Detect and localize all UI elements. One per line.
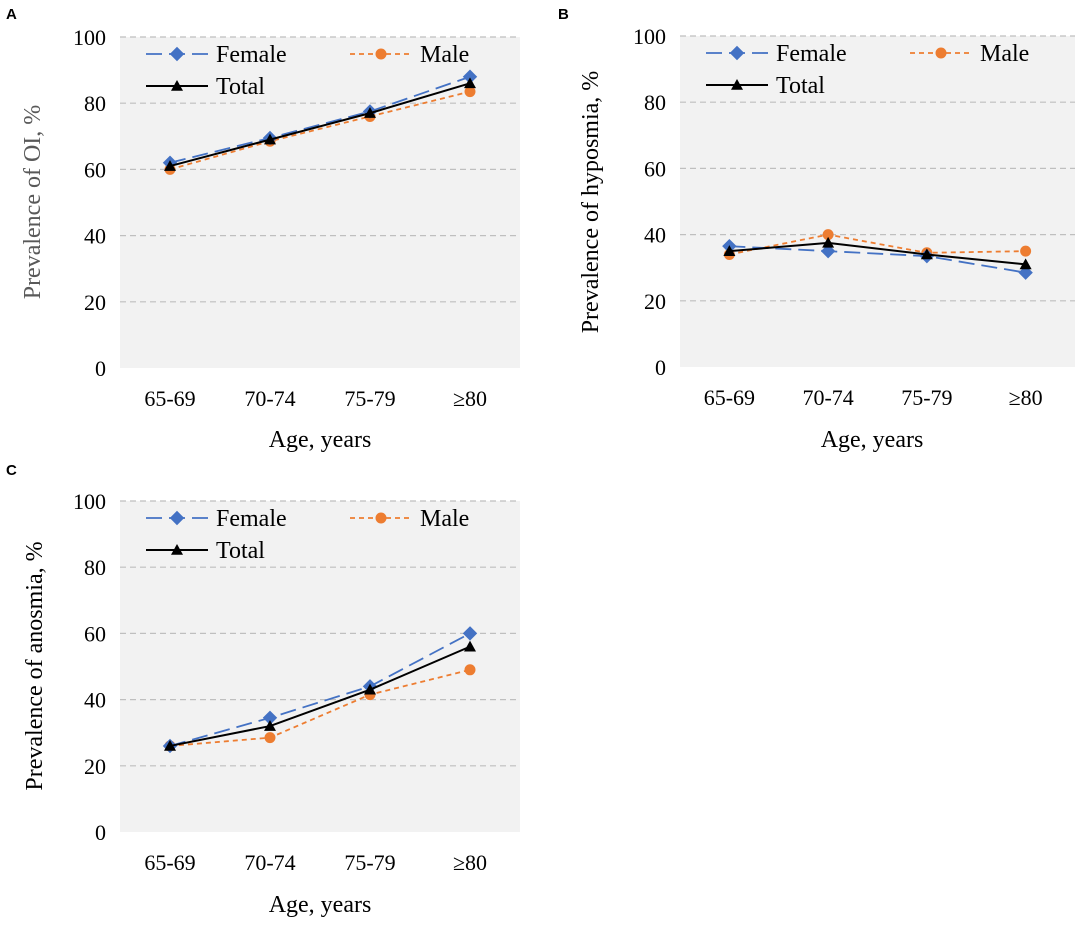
y-tick-label: 0 <box>655 355 666 380</box>
series-line-female <box>169 75 471 164</box>
plot-area <box>120 501 520 832</box>
legend-label-total: Total <box>776 73 825 99</box>
panel-label: B <box>558 6 569 23</box>
y-tick-label: 40 <box>84 688 106 713</box>
chart-a-svg: 0 20 40 60 80 100 65-69 70-74 75-79 ≥80 Female Male… <box>20 25 520 453</box>
data-point-total <box>264 720 276 731</box>
y-tick-label: 40 <box>84 224 106 249</box>
legend-marker-total <box>171 544 183 555</box>
legend-label-male: Male <box>980 41 1029 67</box>
x-tick-label: 75-79 <box>901 385 952 410</box>
data-point-total <box>164 160 176 171</box>
series-line-total <box>169 645 471 747</box>
x-tick-label: 75-79 <box>344 386 395 411</box>
series-line-female <box>729 245 1026 274</box>
data-point-male <box>464 664 476 676</box>
series-line-male <box>169 668 471 747</box>
y-axis-title: Prevalence of hyposmia, % <box>578 71 604 334</box>
series-line-male <box>169 90 471 171</box>
legend-label-total: Total <box>216 538 265 564</box>
x-axis-title: Age, years <box>821 427 924 453</box>
y-tick-label: 60 <box>84 157 106 182</box>
x-tick-label: 70-74 <box>244 386 295 411</box>
x-axis-title: Age, years <box>269 427 372 453</box>
legend-marker-female <box>169 510 185 526</box>
legend-marker-female <box>729 45 745 61</box>
plot-area <box>680 36 1075 367</box>
y-tick-label: 0 <box>95 356 106 381</box>
legend-marker-male <box>375 512 387 524</box>
data-point-total <box>920 248 933 260</box>
legend-label-male: Male <box>420 506 469 532</box>
x-axis-title: Age, years <box>269 892 372 918</box>
data-point-total <box>822 236 835 248</box>
y-tick-label: 60 <box>644 156 666 181</box>
data-point-total <box>723 245 736 256</box>
x-tick-label: ≥80 <box>1009 385 1043 410</box>
chart-panel-b: B 0 20 40 60 80 100 65-69 70-74 75-79 ≥80 Female Ma… <box>540 0 1084 460</box>
data-point-total <box>364 683 376 695</box>
y-tick-label: 0 <box>95 820 106 845</box>
x-tick-label: 65-69 <box>704 385 755 410</box>
legend-marker-total <box>731 79 743 90</box>
data-point-female <box>1018 265 1033 280</box>
chart-panel-a: A 0 20 40 60 80 100 65-69 70-74 75-79 ≥80 Female Ma… <box>0 0 540 460</box>
y-tick-label: 100 <box>73 25 106 50</box>
y-tick-label: 60 <box>84 621 106 646</box>
data-point-male <box>1020 245 1032 257</box>
y-axis-title: Prevalence of anosmia, % <box>22 541 48 790</box>
x-tick-label: 65-69 <box>144 386 195 411</box>
data-point-total <box>464 640 476 652</box>
x-tick-label: 70-74 <box>244 850 295 875</box>
y-tick-label: 100 <box>633 24 666 49</box>
x-tick-label: 70-74 <box>802 385 853 410</box>
chart-panel-c: C 0 20 40 60 80 100 65-69 70-74 75-79 ≥80 Female Ma… <box>0 460 540 922</box>
y-tick-label: 80 <box>84 91 106 116</box>
y-tick-label: 80 <box>644 90 666 115</box>
data-point-total <box>164 739 176 751</box>
plot-area <box>120 37 520 368</box>
legend-label-male: Male <box>420 42 469 68</box>
legend-marker-total <box>171 80 183 91</box>
data-point-total <box>264 133 276 145</box>
chart-c-svg: 0 20 40 60 80 100 65-69 70-74 75-79 ≥80 Female Male… <box>22 489 520 918</box>
data-point-total <box>464 77 476 89</box>
y-tick-label: 40 <box>644 223 666 248</box>
legend-marker-male <box>375 48 387 60</box>
x-tick-label: ≥80 <box>453 850 487 875</box>
series-line-total <box>169 82 471 168</box>
data-point-female <box>462 626 478 641</box>
panel-label: C <box>6 462 17 479</box>
y-tick-label: 20 <box>84 290 106 315</box>
y-axis-title: Prevalence of OI, % <box>20 105 46 300</box>
panel-label: A <box>6 6 17 23</box>
legend-label-female: Female <box>216 42 287 68</box>
data-point-total <box>1019 258 1032 270</box>
x-tick-label: 75-79 <box>344 850 395 875</box>
x-tick-label: ≥80 <box>453 386 487 411</box>
data-point-female <box>820 243 836 259</box>
legend-label-female: Female <box>216 506 287 532</box>
y-tick-label: 100 <box>73 489 106 514</box>
y-tick-label: 20 <box>84 754 106 779</box>
data-point-total <box>364 107 376 118</box>
y-tick-label: 20 <box>644 289 666 314</box>
y-tick-label: 80 <box>84 555 106 580</box>
chart-b-svg: 0 20 40 60 80 100 65-69 70-74 75-79 ≥80 Female Male… <box>578 24 1075 453</box>
legend-label-female: Female <box>776 41 847 67</box>
x-tick-label: 65-69 <box>144 850 195 875</box>
legend-marker-female <box>169 46 185 62</box>
series-line-female <box>169 632 471 747</box>
legend-marker-male <box>935 47 947 59</box>
series-line-total <box>729 241 1026 266</box>
data-point-male <box>264 732 276 744</box>
legend-label-total: Total <box>216 74 265 100</box>
